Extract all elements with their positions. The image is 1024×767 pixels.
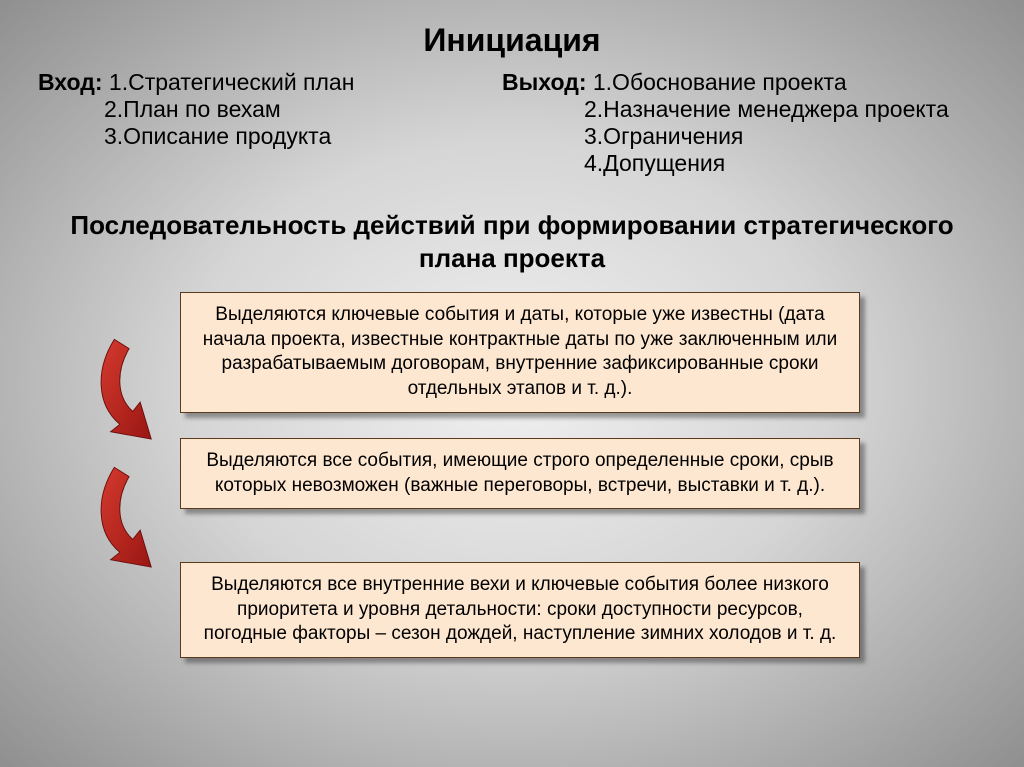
step-1-box: Выделяются ключевые события и даты, кото… <box>180 292 860 413</box>
output-item-4: 4.Допущения <box>502 150 986 177</box>
input-label: Вход: <box>38 69 103 95</box>
output-column: Выход: 1.Обоснование проекта 2.Назначени… <box>502 69 986 177</box>
step-2-wrap: Выделяются все события, имеющие строго о… <box>0 438 1024 540</box>
input-item-3: 3.Описание продукта <box>38 123 522 150</box>
step-1-wrap: Выделяются ключевые события и даты, кото… <box>0 292 1024 416</box>
input-item-1: 1.Стратегический план <box>109 69 355 95</box>
curved-arrow-icon <box>85 332 175 452</box>
step-3-box: Выделяются все внутренние вехи и ключевы… <box>180 562 860 658</box>
input-column: Вход: 1.Стратегический план 2.План по ве… <box>38 69 522 177</box>
step-2-box: Выделяются все события, имеющие строго о… <box>180 438 860 509</box>
output-item-2: 2.Назначение менеджера проекта <box>502 96 986 123</box>
output-item-3: 3.Ограничения <box>502 123 986 150</box>
flow-sequence: Выделяются ключевые события и даты, кото… <box>0 292 1024 682</box>
page-title: Инициация <box>0 0 1024 59</box>
output-item-1: 1.Обоснование проекта <box>593 69 847 95</box>
io-section: Вход: 1.Стратегический план 2.План по ве… <box>0 59 1024 177</box>
subtitle: Последовательность действий при формиров… <box>0 209 1024 274</box>
output-label: Выход: <box>502 69 586 95</box>
step-3-wrap: Выделяются все внутренние вехи и ключевы… <box>0 562 1024 682</box>
input-item-2: 2.План по вехам <box>38 96 522 123</box>
